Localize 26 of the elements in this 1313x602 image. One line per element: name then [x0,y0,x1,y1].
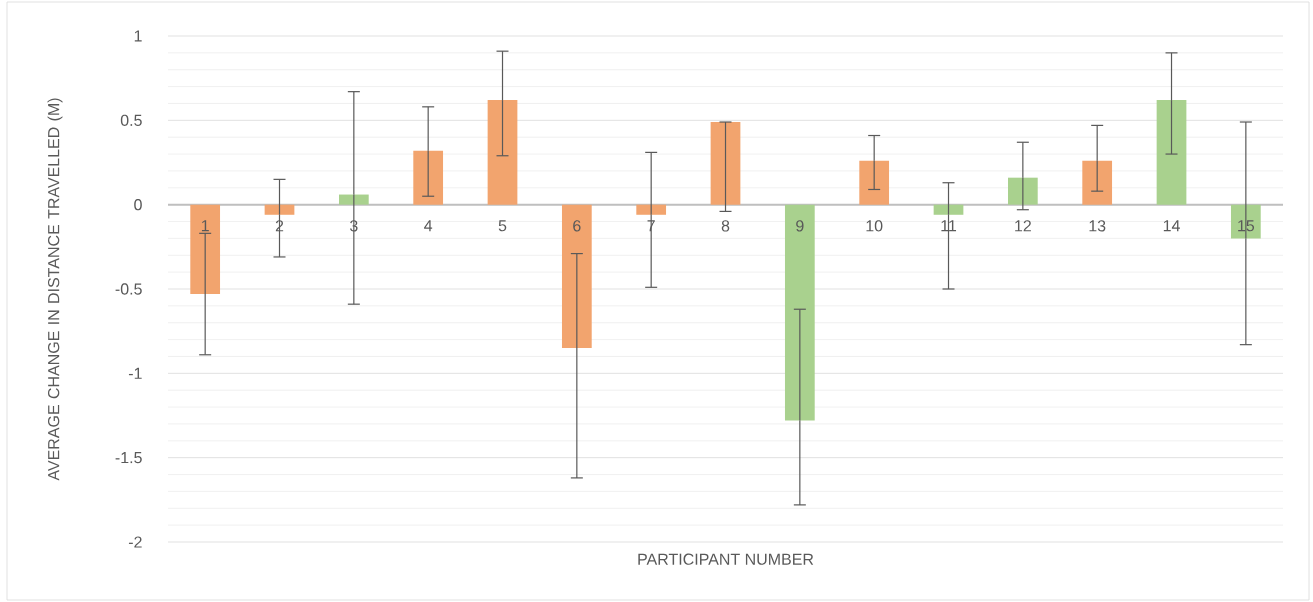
bar [710,122,741,205]
bar [1230,204,1261,239]
bar [933,204,964,215]
y-tick-label: -2 [128,536,142,548]
x-tick-label: 5 [498,220,507,232]
x-axis-title: PARTICIPANT NUMBER [638,553,814,565]
x-tick-label: 10 [866,220,883,232]
y-tick-label: 0 [134,199,142,211]
x-tick-label: 1 [201,220,209,232]
bar [338,194,369,205]
x-tick-label: 13 [1089,220,1106,232]
x-tick-label: 8 [721,220,730,232]
y-tick-label: -1.5 [115,452,142,464]
bar [264,204,295,215]
y-tick-label: -1 [128,367,142,379]
x-tick-label: 4 [424,220,433,232]
bar [1007,177,1038,205]
x-tick-label: 9 [796,220,804,232]
y-tick-label: 0.5 [120,114,142,126]
y-tick-label: 1 [134,30,142,42]
y-axis-title: AVERAGE CHANGE IN DISTANCE TRAVELLED (M) [47,98,63,481]
x-tick-label: 12 [1015,220,1031,232]
x-tick-label: 6 [573,220,581,232]
x-tick-label: 14 [1163,220,1180,232]
bar [636,204,667,215]
y-tick-label: -0.5 [115,283,142,295]
